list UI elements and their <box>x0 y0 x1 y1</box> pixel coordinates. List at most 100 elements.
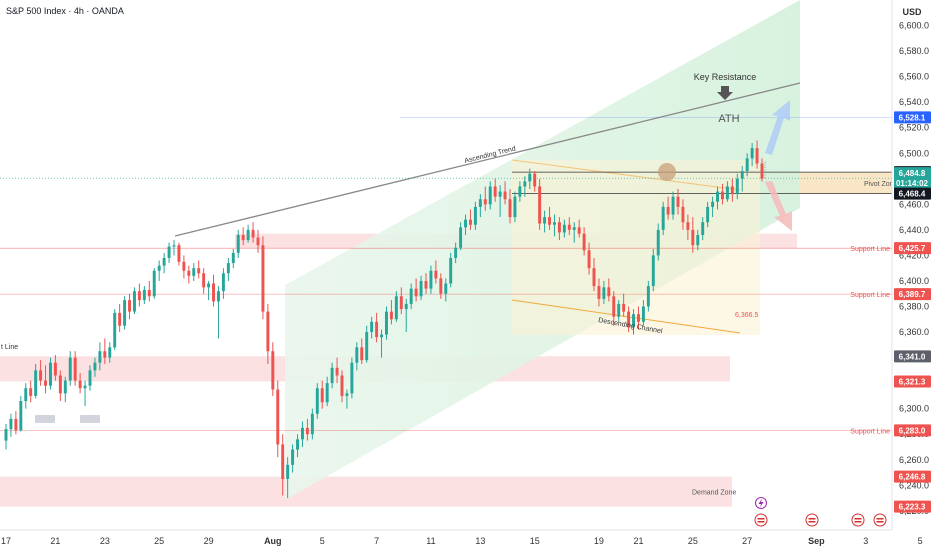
x-tick-label-8: 11 <box>426 536 435 546</box>
candle-body-100 <box>498 191 502 197</box>
candle-body-87 <box>434 270 438 279</box>
candle-body-151 <box>750 148 754 159</box>
y-tick-label-19: 6,600.0 <box>899 21 929 31</box>
y-tick-label-1: 6,240.0 <box>899 480 929 490</box>
candle-body-136 <box>676 196 680 207</box>
candle-body-52 <box>261 245 265 312</box>
price-tag-7 <box>894 375 931 388</box>
candle-body-12 <box>63 380 67 394</box>
candle-body-10 <box>53 362 57 376</box>
candle-body-127 <box>632 314 636 327</box>
candle-body-26 <box>132 291 136 312</box>
price-tag-2 <box>894 167 931 190</box>
candle-body-106 <box>528 173 532 182</box>
candle-body-82 <box>409 288 413 304</box>
candle-body-22 <box>113 312 117 348</box>
candle-body-119 <box>592 268 596 287</box>
candle-body-13 <box>68 357 72 381</box>
price-tags: 6,528.16,485.26,484.801:14:026,468.46,42… <box>894 111 931 513</box>
time-axis[interactable]: 17 21 23 25 29 Aug 5 7 11 13 15 19 21 25 27 Sep 3 5 <box>0 529 932 550</box>
candle-body-132 <box>656 229 660 256</box>
candle-body-50 <box>251 229 255 238</box>
candle-body-57 <box>286 464 290 479</box>
candle-body-54 <box>271 351 275 390</box>
candle-body-36 <box>182 261 186 271</box>
candle-body-101 <box>503 191 507 200</box>
support-line-label-0: Support Line <box>850 246 890 253</box>
candle-body-89 <box>444 283 448 294</box>
x-tick-label-0: 17 <box>1 536 11 546</box>
candle-body-60 <box>300 427 304 440</box>
descending-channel-line <box>511 299 741 334</box>
candle-body-140 <box>696 234 700 246</box>
candle-body-91 <box>454 247 458 258</box>
zone-label-0: Pivot Zone <box>864 181 898 188</box>
price-tag-label-10: 6,223.3 <box>899 503 926 512</box>
zone-label-3: Demand Zone <box>692 490 736 497</box>
x-tick-label-6: 5 <box>320 536 325 546</box>
candle-body-62 <box>310 413 314 435</box>
candle-body-68 <box>340 375 344 396</box>
left-line-label: t Line <box>1 344 18 351</box>
candle-body-44 <box>221 273 225 292</box>
candle-body-103 <box>513 196 517 218</box>
candle-body-39 <box>197 268 201 274</box>
candle-body-135 <box>671 196 675 215</box>
candle-body-145 <box>720 191 724 200</box>
candle-body-30 <box>152 270 156 297</box>
candle-body-41 <box>207 283 211 288</box>
event-marker-icon-2 <box>80 415 100 423</box>
candle-body-141 <box>701 222 705 235</box>
zone-3 <box>0 476 732 507</box>
candle-body-96 <box>478 199 482 207</box>
x-axis-ticks: 17 21 23 25 29 Aug 5 7 11 13 15 19 21 25 27 Sep 3 5 <box>1 536 923 546</box>
y-tick-label-9: 6,400.0 <box>899 276 929 286</box>
candle-body-56 <box>281 444 285 479</box>
candle-body-110 <box>548 217 552 225</box>
price-tag-label-2: 6,484.8 <box>899 169 926 178</box>
bearish-projection-arrow-icon <box>765 181 792 231</box>
candle-body-47 <box>236 234 240 253</box>
x-tick-label-3: 25 <box>154 536 164 546</box>
candle-body-38 <box>192 268 196 276</box>
candle-body-153 <box>760 163 764 179</box>
price-axis[interactable]: USD 6,220.06,240.06,260.06,280.06,300.06… <box>891 0 932 530</box>
time-axis-background <box>0 530 932 550</box>
candle-body-149 <box>740 171 744 179</box>
support-line-label-1: Support Line <box>850 292 890 299</box>
candle-body-128 <box>636 314 640 322</box>
price-tag-label-3: 6,468.4 <box>899 190 926 199</box>
us-flag-event-icon-2 <box>851 513 865 527</box>
y-tick-label-2: 6,260.0 <box>899 455 929 465</box>
candle-body-78 <box>389 311 393 320</box>
candle-body-121 <box>602 287 606 299</box>
candles <box>4 140 764 499</box>
candle-body-33 <box>167 246 171 258</box>
candle-body-45 <box>226 263 230 274</box>
y-tick-label-18: 6,580.0 <box>899 46 929 56</box>
support-line-label-2: Support Line <box>850 428 890 435</box>
lightning-glyph-icon <box>758 498 764 508</box>
candle-body-25 <box>128 300 132 312</box>
candle-body-15 <box>78 380 82 389</box>
candle-body-139 <box>691 229 695 246</box>
ascending-trend-line <box>174 82 801 237</box>
price-tag-6 <box>894 350 931 363</box>
candle-body-75 <box>375 321 379 338</box>
candle-body-32 <box>162 257 166 266</box>
candle-body-148 <box>735 178 739 195</box>
x-tick-label-2: 23 <box>100 536 110 546</box>
candle-body-55 <box>276 389 280 445</box>
candle-body-17 <box>88 370 92 386</box>
us-flag-stripe-b-2 <box>854 521 862 523</box>
candle-body-2 <box>14 418 18 431</box>
candle-body-108 <box>538 186 542 224</box>
candle-body-143 <box>711 201 715 207</box>
us-flag-event-icon-0 <box>754 513 768 527</box>
candle-body-7 <box>39 370 43 381</box>
candle-body-6 <box>34 370 38 396</box>
candle-body-92 <box>459 227 463 248</box>
candle-body-138 <box>686 222 690 230</box>
